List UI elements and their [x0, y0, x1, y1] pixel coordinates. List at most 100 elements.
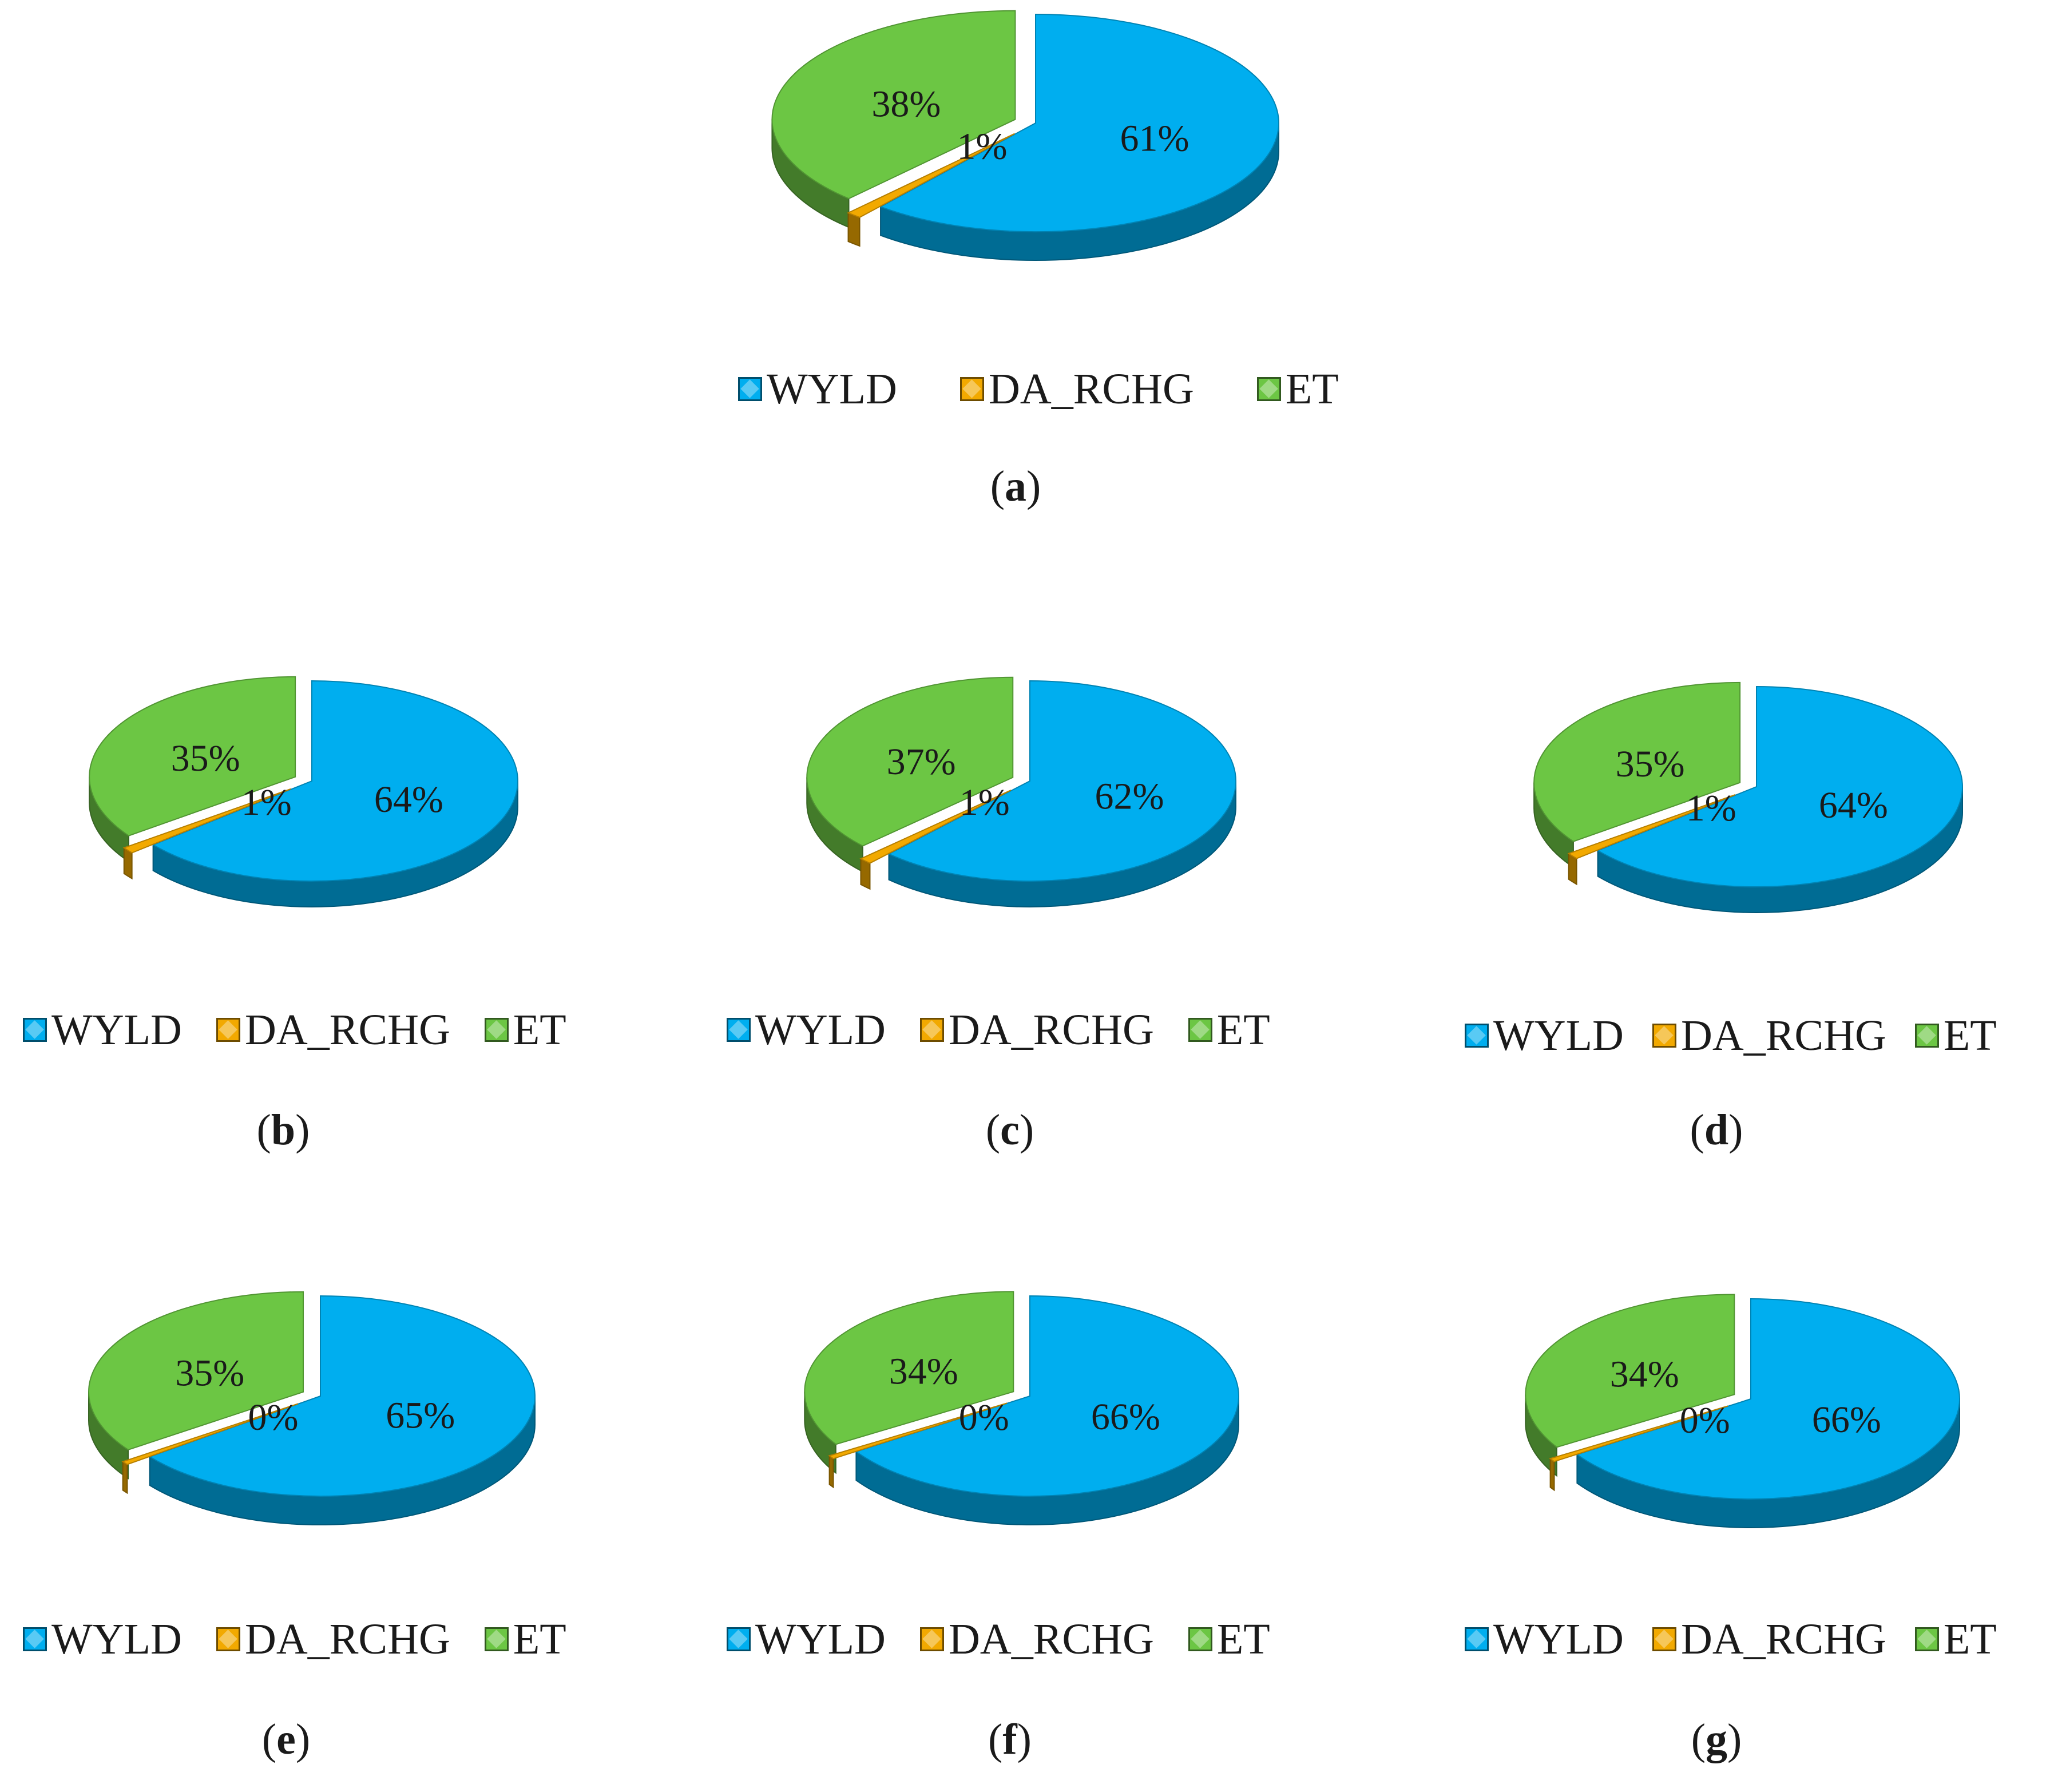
- legend-label: WYLD: [1493, 1012, 1624, 1060]
- pie-slice-side-d-da_rchg: [1568, 852, 1577, 886]
- panel-caption-letter: b: [271, 1106, 296, 1154]
- legend-a: WYLD DA_RCHG ET: [738, 367, 1339, 411]
- legend-swatch-icon: [727, 1018, 751, 1042]
- panel-caption-letter: c: [1000, 1106, 1020, 1154]
- pie-slice-side-f-wyld: [855, 1395, 1239, 1525]
- legend-swatch-icon: [484, 1018, 509, 1042]
- panel-caption-b: (b): [256, 1106, 310, 1154]
- pie-slice-f-da_rchg: [828, 1402, 1008, 1460]
- legend-item-b-wyld: WYLD: [23, 1008, 182, 1052]
- pie-slice-b-wyld: [152, 680, 518, 882]
- panel-caption-letter: e: [276, 1715, 296, 1763]
- pie-slice-side-f-da_rchg: [828, 1454, 834, 1489]
- legend-label: DA_RCHG: [1680, 1012, 1886, 1060]
- legend-label: ET: [1285, 365, 1339, 413]
- legend-e: WYLD DA_RCHG ET: [23, 1617, 566, 1661]
- legend-b: WYLD DA_RCHG ET: [23, 1008, 566, 1052]
- panel-caption-letter: d: [1704, 1106, 1729, 1154]
- pie-slice-f-wyld: [855, 1295, 1239, 1497]
- legend-label: WYLD: [755, 1006, 886, 1054]
- pie-slice-side-d-et: [1533, 782, 1574, 869]
- pie-slice-side-e-et: [88, 1391, 129, 1480]
- data-label-b-et: 35%: [171, 738, 240, 779]
- legend-item-d-da_rchg: DA_RCHG: [1652, 1014, 1886, 1057]
- legend-item-a-wyld: WYLD: [738, 367, 897, 411]
- panel-caption-letter: g: [1706, 1715, 1727, 1763]
- legend-swatch-icon: [216, 1018, 240, 1042]
- legend-swatch-icon: [1914, 1627, 1939, 1651]
- legend-swatch-icon: [919, 1018, 944, 1042]
- pie-slice-side-g-wyld: [1576, 1398, 1960, 1528]
- legend-item-f-da_rchg: DA_RCHG: [919, 1615, 1154, 1663]
- legend-g: WYLD DA_RCHG ET: [1465, 1617, 1997, 1661]
- legend-label: DA_RCHG: [948, 1006, 1154, 1054]
- data-label-f-da_rchg: 0%: [959, 1397, 1009, 1438]
- legend-item-c-wyld: WYLD: [727, 1008, 886, 1052]
- pie-slice-c-wyld: [887, 680, 1236, 882]
- pie-slice-g-da_rchg: [1549, 1405, 1728, 1462]
- legend-label: WYLD: [767, 365, 897, 413]
- pie-slice-d-da_rchg: [1567, 794, 1736, 859]
- panel-caption-e: (e): [261, 1715, 311, 1763]
- legend-item-a-da_rchg: DA_RCHG: [959, 367, 1194, 411]
- panel-caption-f: (f): [988, 1715, 1032, 1763]
- legend-item-c-et: ET: [1188, 1008, 1270, 1052]
- data-label-f-wyld: 66%: [1091, 1396, 1160, 1438]
- legend-label: DA_RCHG: [1680, 1615, 1886, 1663]
- data-label-d-wyld: 64%: [1819, 784, 1888, 826]
- legend-item-f-wyld: WYLD: [727, 1617, 886, 1661]
- pie-slice-c-et: [806, 676, 1014, 847]
- panel-caption-d: (d): [1690, 1106, 1743, 1154]
- pie-slice-side-g-et: [1525, 1394, 1557, 1477]
- pie-slice-a-da_rchg: [847, 133, 1015, 219]
- legend-item-b-et: ET: [484, 1008, 566, 1052]
- pie-slice-b-et: [89, 676, 296, 836]
- legend-item-e-et: ET: [484, 1617, 566, 1661]
- legend-label: WYLD: [755, 1615, 886, 1663]
- legend-swatch-icon: [1652, 1024, 1676, 1048]
- panel-caption-g: (g): [1691, 1715, 1742, 1763]
- data-label-c-wyld: 62%: [1095, 776, 1164, 818]
- pie-slice-side-f-et: [804, 1391, 836, 1474]
- pie-slice-d-et: [1533, 681, 1741, 842]
- legend-item-g-da_rchg: DA_RCHG: [1652, 1617, 1886, 1661]
- pie-slice-a-et: [771, 10, 1016, 200]
- legend-f: WYLD DA_RCHG ET: [727, 1617, 1270, 1661]
- data-label-c-et: 37%: [887, 741, 956, 783]
- legend-swatch-icon: [727, 1627, 751, 1651]
- data-label-g-da_rchg: 0%: [1680, 1399, 1730, 1441]
- legend-swatch-icon: [1465, 1024, 1489, 1048]
- pie-slice-e-da_rchg: [121, 1403, 299, 1465]
- legend-item-f-et: ET: [1188, 1617, 1270, 1661]
- panel-caption-c: (c): [985, 1106, 1034, 1154]
- pie-slice-side-c-et: [806, 777, 863, 873]
- legend-item-g-et: ET: [1914, 1617, 1997, 1661]
- legend-swatch-icon: [1652, 1627, 1676, 1651]
- legend-label: DA_RCHG: [948, 1615, 1154, 1663]
- legend-label: WYLD: [51, 1006, 182, 1054]
- legend-item-c-da_rchg: DA_RCHG: [919, 1006, 1154, 1054]
- pie-slice-g-et: [1525, 1294, 1735, 1448]
- pie-slice-side-a-wyld: [880, 122, 1279, 261]
- pie-slice-side-b-et: [89, 776, 129, 863]
- legend-swatch-icon: [959, 377, 984, 401]
- pie-slice-d-wyld: [1596, 685, 1964, 887]
- data-label-d-et: 35%: [1616, 743, 1685, 785]
- data-label-c-da_rchg: 1%: [959, 782, 1010, 823]
- legend-swatch-icon: [1188, 1018, 1212, 1042]
- data-label-e-wyld: 65%: [386, 1395, 455, 1437]
- panel-caption-a: (a): [990, 462, 1041, 510]
- legend-swatch-icon: [216, 1627, 240, 1651]
- pie-slice-g-wyld: [1576, 1298, 1960, 1500]
- data-label-e-da_rchg: 0%: [248, 1397, 299, 1438]
- data-label-e-et: 35%: [175, 1352, 244, 1394]
- pie-slice-side-a-da_rchg: [847, 212, 861, 247]
- legend-swatch-icon: [484, 1627, 509, 1651]
- legend-item-e-wyld: WYLD: [23, 1617, 182, 1661]
- legend-label: ET: [1216, 1006, 1270, 1054]
- legend-label: ET: [1216, 1615, 1270, 1663]
- data-label-g-wyld: 66%: [1812, 1399, 1881, 1441]
